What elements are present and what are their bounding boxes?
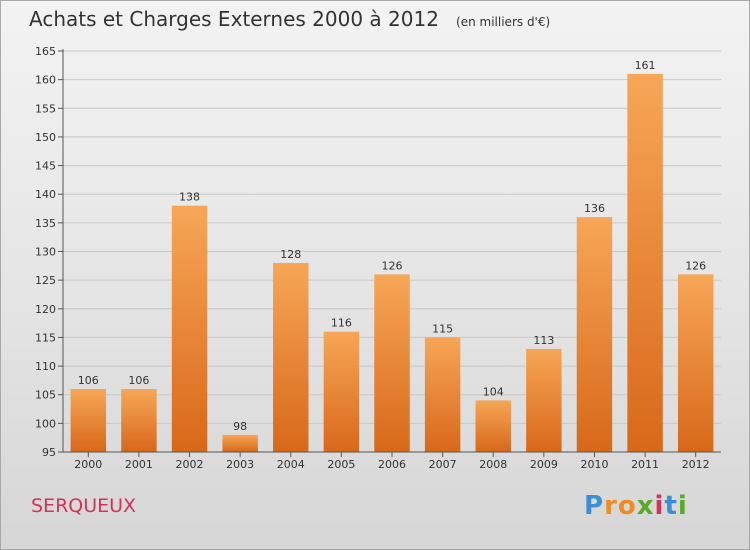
bar-value-label: 106 [128, 374, 149, 387]
x-tick-label: 2010 [580, 458, 608, 471]
bar-2008 [475, 400, 511, 452]
x-tick-label: 2003 [226, 458, 254, 471]
y-tick-label: 130 [35, 246, 56, 259]
logo-letter: i [654, 491, 665, 521]
y-tick-label: 165 [35, 45, 56, 58]
bar-value-label: 136 [584, 202, 605, 215]
commune-name: SERQUEUX [31, 495, 137, 517]
logo-letter: o [617, 491, 637, 521]
axes: 95 100 105 110 115 120 125 130 135 140 145 150 155 16… [35, 45, 721, 471]
chart-subtitle: (en milliers d'€) [456, 15, 551, 29]
bar-value-label: 113 [533, 334, 554, 347]
bar-2007 [424, 337, 461, 452]
bar-2005 [323, 331, 360, 452]
bar-chart: 106 106 138 98 128 116 126 115 104 113 136 161 126 9… [35, 45, 721, 471]
bar-2002 [171, 205, 208, 452]
x-tick-label: 2009 [530, 458, 558, 471]
y-tick-label: 125 [35, 274, 56, 287]
y-tick-label: 160 [35, 74, 56, 87]
x-tick-label: 2008 [479, 458, 507, 471]
bar-value-label: 104 [483, 385, 504, 398]
bar-value-label: 115 [432, 322, 453, 335]
bar-value-label: 138 [179, 191, 200, 204]
bar-2004 [273, 262, 309, 452]
proxiti-logo: Proxiti [584, 491, 688, 521]
y-tick-label: 150 [35, 131, 56, 144]
x-tick-label: 2000 [74, 458, 102, 471]
bar-2010 [576, 217, 613, 452]
logo-letter: r [604, 491, 618, 521]
bar-value-label: 106 [78, 374, 99, 387]
bar-2000 [70, 388, 107, 452]
x-tick-label: 2006 [378, 458, 406, 471]
y-tick-label: 145 [35, 160, 56, 173]
y-tick-label: 155 [35, 102, 56, 115]
bar-value-label: 128 [280, 248, 301, 261]
y-tick-label: 95 [42, 446, 56, 459]
y-tick-label: 110 [35, 360, 56, 373]
bar-2012 [677, 274, 714, 452]
logo-letter: P [584, 491, 605, 521]
bar-2009 [526, 348, 562, 452]
bar-value-label: 161 [635, 59, 656, 72]
y-tick-label: 140 [35, 188, 56, 201]
bar-value-label: 98 [233, 420, 247, 433]
y-tick-label: 105 [35, 389, 56, 402]
x-tick-label: 2012 [682, 458, 710, 471]
y-tick-label: 100 [35, 417, 56, 430]
chart-title: Achats et Charges Externes 2000 à 2012 [29, 7, 439, 31]
x-tick-label: 2002 [176, 458, 204, 471]
bars: 106 106 138 98 128 116 126 115 104 113 136 161 126 [70, 59, 714, 453]
x-tick-label: 2001 [125, 458, 153, 471]
bar-value-label: 126 [382, 259, 403, 272]
bar-2001 [121, 388, 157, 452]
logo-letter: x [636, 491, 655, 521]
bar-2011 [627, 73, 663, 453]
logo-letter: i [677, 491, 688, 521]
y-tick-label: 120 [35, 303, 56, 316]
bar-value-label: 126 [685, 259, 706, 272]
x-tick-label: 2005 [327, 458, 355, 471]
bar-value-label: 116 [331, 317, 352, 330]
logo-letter: t [664, 491, 678, 521]
x-tick-label: 2004 [277, 458, 305, 471]
bar-2003 [222, 434, 258, 452]
x-tick-label: 2011 [631, 458, 659, 471]
y-tick-label: 115 [35, 331, 56, 344]
y-tick-label: 135 [35, 217, 56, 230]
chart-header: Achats et Charges Externes 2000 à 2012 (… [29, 7, 550, 31]
x-tick-label: 2007 [429, 458, 457, 471]
bar-2006 [374, 274, 410, 452]
